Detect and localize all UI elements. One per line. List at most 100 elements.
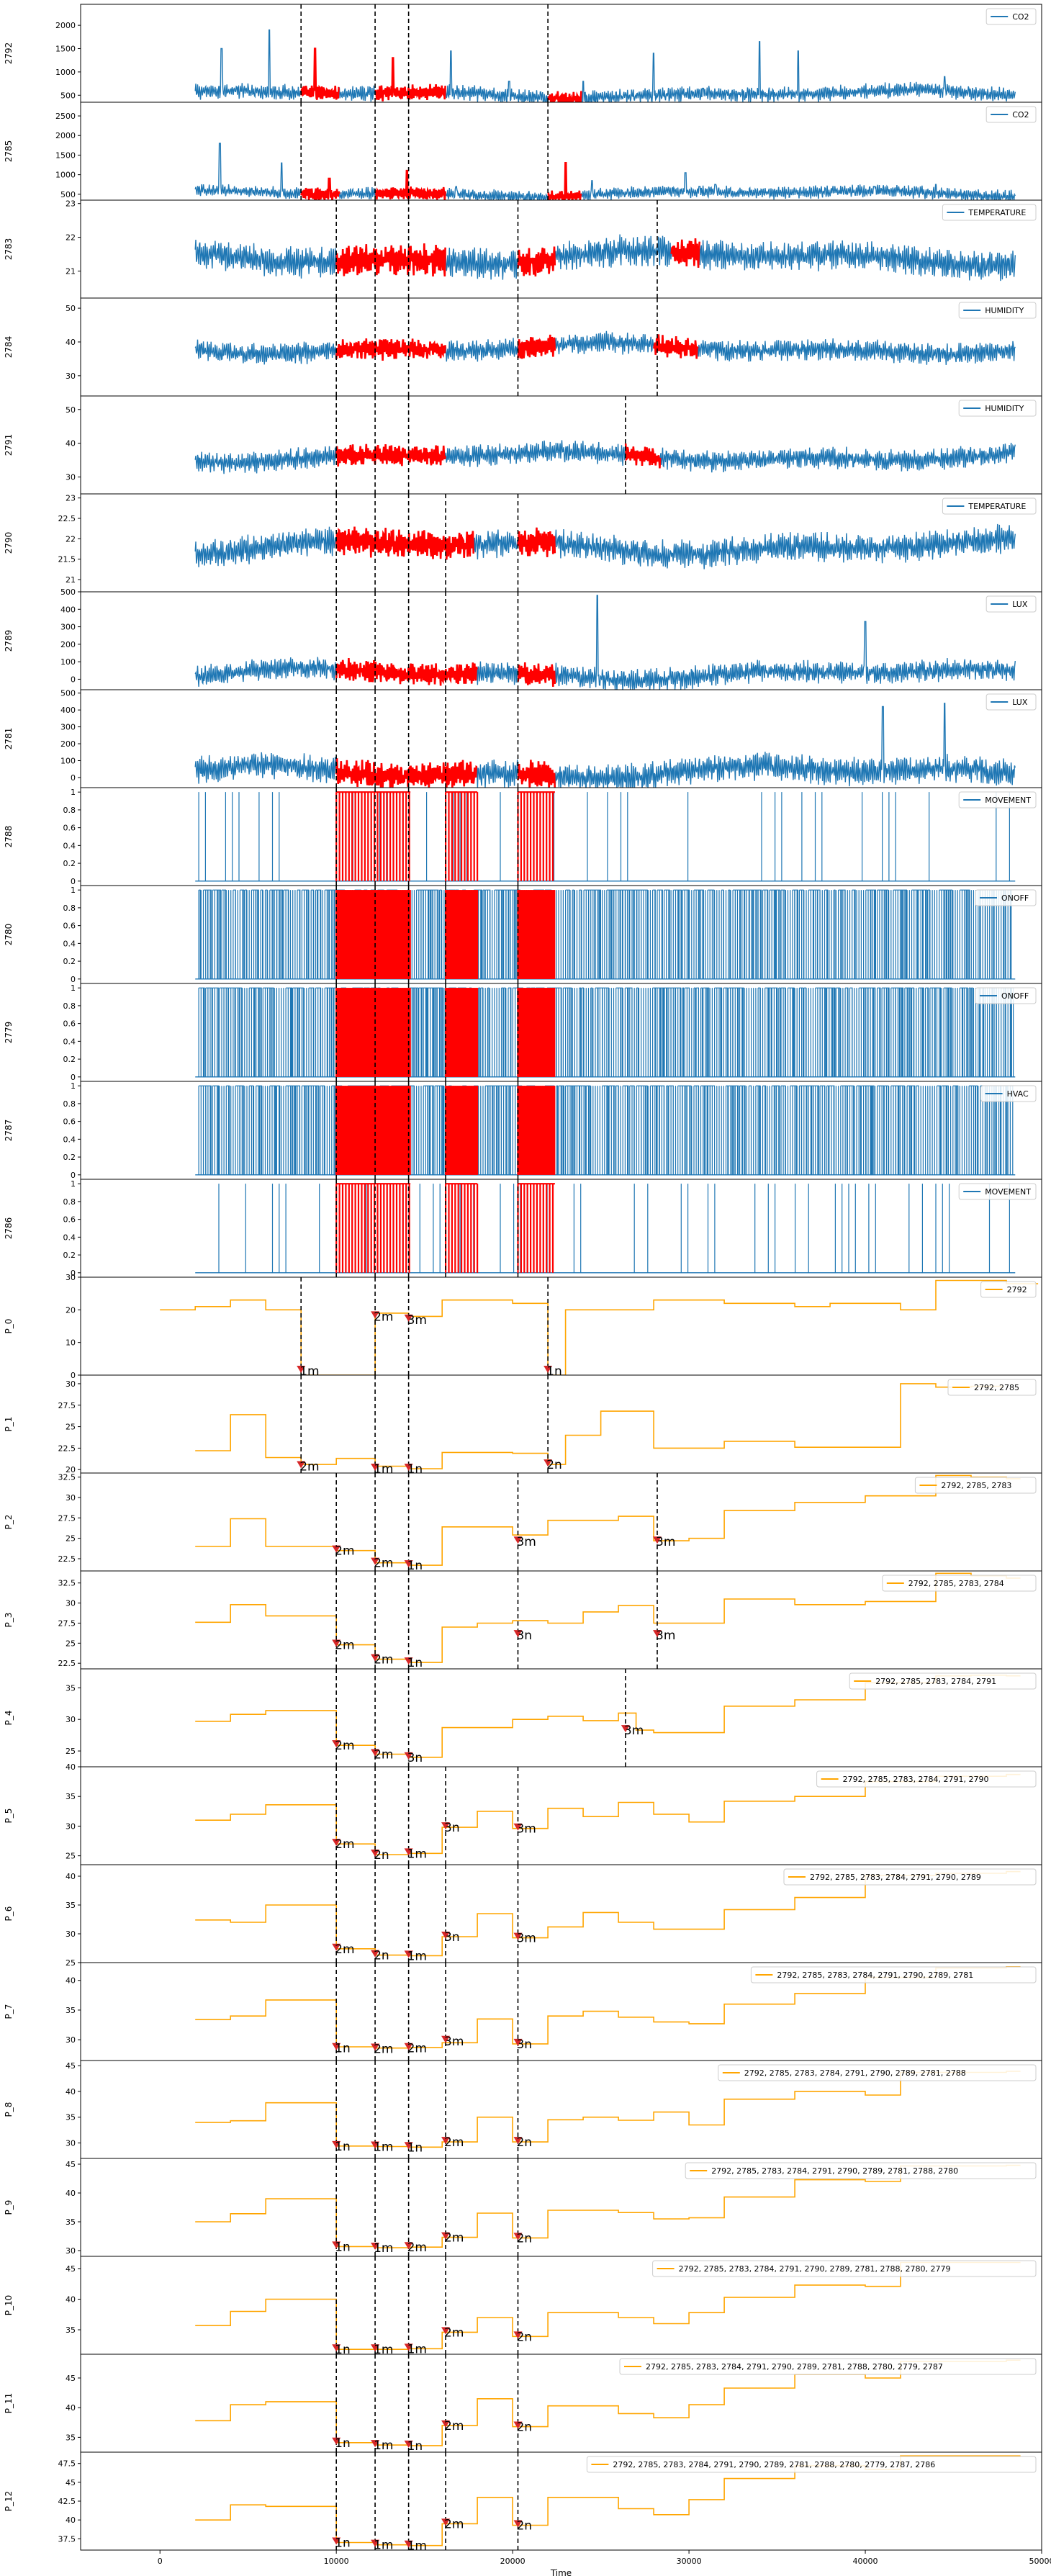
anomaly-marker [513, 2331, 523, 2339]
binary-series [198, 1085, 1014, 1175]
y-tick-label: 27.5 [58, 1618, 76, 1628]
step-series [195, 2071, 1021, 2148]
y-tick-label: 0 [71, 1073, 76, 1082]
anomaly-marker [513, 2233, 523, 2241]
legend-box [914, 1477, 1037, 1494]
panel-16: 2m 2m 1n 3m 3m 22.5 25 27.5 30 32.5 P_2 2792, 2785,… [4, 1472, 1042, 1572]
anomaly-segment [670, 238, 700, 268]
marker-label: 1n [546, 1364, 562, 1379]
y-tick-label: 45 [66, 2374, 76, 2383]
y-tick-label: 21 [66, 575, 76, 585]
y-tick-label: 40 [66, 2516, 76, 2525]
y-axis-label: 2784 [4, 336, 14, 359]
y-tick-label: 0 [71, 1269, 76, 1278]
panel-plot-area [194, 690, 1016, 788]
anomaly-marker [404, 2043, 413, 2050]
anomaly-segment [335, 758, 478, 788]
y-tick-label: 35 [66, 1683, 76, 1693]
anomaly-marker [404, 2440, 413, 2448]
anomaly-marker [371, 1654, 380, 1662]
marker-label: 2m [335, 1942, 354, 1957]
y-tick-label: 25 [66, 1958, 76, 1968]
panel-13: 0 0.2 0.4 0.6 0.8 1 2786 MOVEMENT [4, 1179, 1042, 1278]
marker-label: 3m [656, 1535, 675, 1549]
legend-box [619, 2358, 1037, 2375]
anomaly-segment [335, 443, 446, 467]
legend-label: MOVEMENT [985, 1187, 1031, 1197]
panel-10: 0 0.2 0.4 0.6 0.8 1 2780 ONOFF [4, 885, 1042, 984]
y-tick-label: 0.4 [63, 1135, 76, 1144]
x-axis-label: Time [550, 2568, 572, 2576]
anomaly-segment [335, 658, 478, 686]
panel-plot-area: 1m 2m 3m 1n [160, 1277, 1039, 1379]
marker-label: 1n [335, 2343, 351, 2357]
y-tick-label: 500 [60, 689, 76, 698]
y-tick-label: 45 [66, 2264, 76, 2274]
panel-17: 2m 2m 1n 3n 3m 22.5 25 27.5 30 32.5 P_3 2792, 2785,… [4, 1570, 1042, 1670]
panel-plot-area: 2m 1m 1n 2n [195, 1375, 1003, 1477]
y-tick-label: 100 [60, 756, 76, 765]
y-tick-label: 40 [66, 2087, 76, 2097]
anomaly-series [517, 791, 555, 881]
anomaly-marker [332, 2140, 341, 2148]
y-tick-label: 25 [66, 1423, 76, 1432]
legend-label: HVAC [1007, 1089, 1029, 1099]
anomaly-segment [335, 243, 446, 277]
y-tick-label: 21.5 [58, 555, 76, 564]
legend-box [958, 400, 1037, 417]
y-tick-label: 22.5 [58, 1444, 76, 1453]
anomaly-marker [404, 2242, 413, 2250]
step-series [195, 1572, 1021, 1663]
anomaly-series [517, 890, 556, 979]
y-axis-label: 2788 [4, 826, 14, 848]
y-axis-label: P_11 [4, 2393, 14, 2414]
legend-label: 2792, 2785, 2783, 2784, 2791, 2790, 2789 [810, 1873, 981, 1882]
marker-label: 1n [407, 1462, 423, 1477]
panel-frame [80, 787, 1042, 886]
y-tick-label: 50 [66, 405, 76, 415]
panel-plot-area: 1n 1m 1n 2m 2n [195, 2061, 1021, 2158]
marker-label: 2m [335, 1837, 354, 1852]
anomaly-marker [371, 1749, 380, 1757]
legend-box [985, 595, 1037, 613]
panel-25: 1n 1m 1n 2m 2n 35 40 45 P_11 2792, 2785, 2783, 27… [4, 2354, 1042, 2453]
marker-label: 1n [335, 2140, 351, 2154]
anomaly-segment [517, 662, 556, 687]
panel-19: 2m 2n 1m 3n 3m 25 30 35 40 P_5 2792, 2785, 2783, 2… [4, 1762, 1042, 1865]
marker-label: 2m [374, 1747, 393, 1762]
y-axis-label: P_7 [4, 2004, 14, 2019]
anomaly-marker [441, 2232, 451, 2240]
y-tick-label: 40 [66, 338, 76, 347]
panel-6: 21 21.5 22 22.5 23 2790 TEMPERATURE [4, 493, 1042, 593]
legend-label: 2792, 2785, 2783, 2784, 2791, 2790, 2789… [613, 2460, 935, 2469]
anomaly-series [445, 1086, 479, 1175]
y-tick-label: 0 [71, 877, 76, 886]
anomaly-marker [371, 1557, 380, 1565]
y-tick-label: 35 [66, 2433, 76, 2442]
marker-label: 1n [335, 2436, 351, 2451]
y-tick-label: 30 [66, 1929, 76, 1939]
panel-20: 2m 2n 1m 3n 3m 25 30 35 40 P_6 2792, 2785, 2783, 2… [4, 1864, 1042, 1968]
y-axis-label: 2786 [4, 1217, 14, 1240]
y-tick-label: 40 [66, 1762, 76, 1772]
anomaly-marker [513, 1932, 523, 1940]
y-tick-label: 1 [71, 1081, 76, 1091]
y-tick-label: 40 [66, 2189, 76, 2198]
panel-plot-area [195, 886, 1016, 983]
anomaly-segment [547, 162, 582, 200]
y-tick-label: 32.5 [58, 1473, 76, 1482]
legend-box [975, 987, 1037, 1004]
y-tick-label: 1 [71, 886, 76, 895]
y-tick-label: 0 [71, 773, 76, 783]
marker-label: 2m [299, 1459, 319, 1474]
y-axis-label: 2789 [4, 630, 14, 652]
anomaly-series [445, 890, 479, 979]
anomaly-segment [547, 91, 582, 102]
legend-label: MOVEMENT [985, 796, 1031, 805]
binary-series [218, 1184, 1010, 1273]
anomaly-marker [441, 2420, 451, 2428]
y-tick-label: 25 [66, 1852, 76, 1861]
series-line [194, 440, 1016, 474]
legend-label: ONOFF [1001, 893, 1029, 903]
